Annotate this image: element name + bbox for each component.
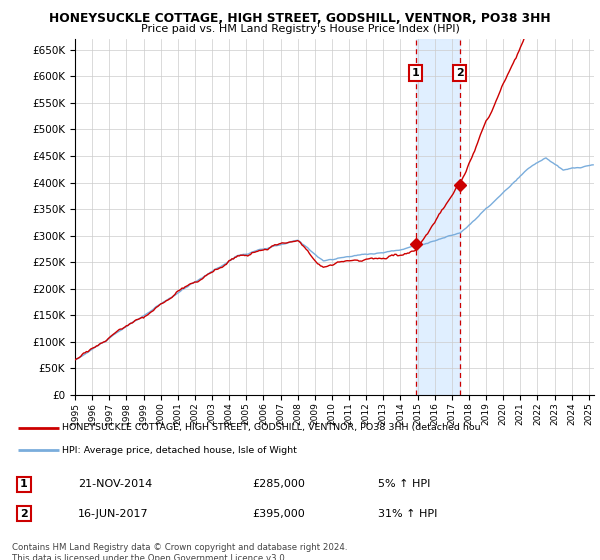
Text: 16-JUN-2017: 16-JUN-2017	[78, 508, 149, 519]
Text: 31% ↑ HPI: 31% ↑ HPI	[378, 508, 437, 519]
Text: £285,000: £285,000	[252, 479, 305, 489]
Text: 5% ↑ HPI: 5% ↑ HPI	[378, 479, 430, 489]
Bar	[416, 39, 460, 395]
Text: HPI: Average price, detached house, Isle of Wight: HPI: Average price, detached house, Isle…	[62, 446, 297, 455]
Text: Contains HM Land Registry data © Crown copyright and database right 2024.
This d: Contains HM Land Registry data © Crown c…	[12, 543, 347, 560]
Text: £395,000: £395,000	[252, 508, 305, 519]
Text: Price paid vs. HM Land Registry's House Price Index (HPI): Price paid vs. HM Land Registry's House …	[140, 24, 460, 34]
Text: HONEYSUCKLE COTTAGE, HIGH STREET, GODSHILL, VENTNOR, PO38 3HH: HONEYSUCKLE COTTAGE, HIGH STREET, GODSHI…	[49, 12, 551, 25]
Text: 21-NOV-2014: 21-NOV-2014	[78, 479, 152, 489]
Text: 2: 2	[456, 68, 464, 78]
Text: 1: 1	[412, 68, 419, 78]
Text: 1: 1	[20, 479, 28, 489]
Text: 2: 2	[20, 508, 28, 519]
Text: HONEYSUCKLE COTTAGE, HIGH STREET, GODSHILL, VENTNOR, PO38 3HH (detached hou: HONEYSUCKLE COTTAGE, HIGH STREET, GODSHI…	[62, 423, 481, 432]
